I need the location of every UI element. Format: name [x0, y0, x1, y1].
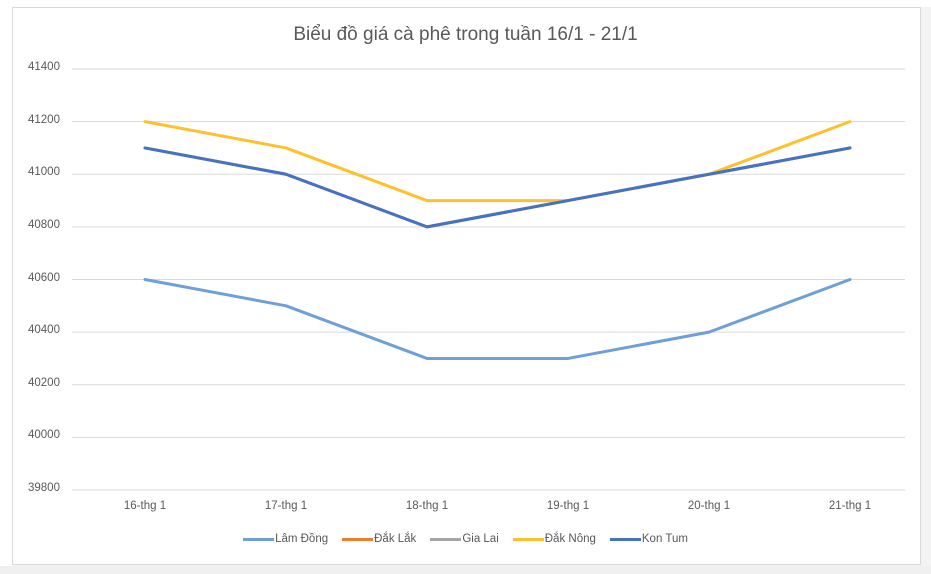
x-tick-label: 17-thg 1 — [264, 500, 308, 512]
legend-item[interactable]: Gia Lai — [430, 533, 499, 545]
legend-label: Đắk Nông — [544, 533, 596, 545]
x-tick-label: 19-thg 1 — [546, 500, 590, 512]
legend-item[interactable]: Đắk Lắk — [342, 533, 416, 545]
y-tick-label: 41200 — [28, 113, 60, 126]
legend-label: Gia Lai — [462, 533, 499, 545]
y-tick-label: 40400 — [28, 324, 60, 337]
legend-swatch-icon — [430, 537, 462, 541]
y-tick-label: 39800 — [28, 482, 60, 494]
legend-item[interactable]: Kon Tum — [609, 533, 688, 545]
legend-label: Đắk Lắk — [374, 533, 417, 545]
series-line[interactable] — [143, 120, 852, 203]
series-line[interactable] — [143, 278, 852, 360]
legend-swatch-icon — [512, 537, 544, 541]
y-tick-label: 41000 — [28, 166, 60, 179]
chart-area[interactable] — [12, 7, 921, 565]
y-tick-label: 40000 — [28, 429, 60, 442]
chart-title: Biểu đồ giá cà phê trong tuần 16/1 - 21/… — [293, 24, 638, 45]
spreadsheet-bottom-strip — [0, 566, 931, 574]
x-tick-label: 21-thg 1 — [828, 500, 872, 512]
legend-swatch-icon — [342, 537, 374, 541]
x-tick-label: 16-thg 1 — [123, 500, 167, 512]
series-line[interactable] — [143, 146, 852, 229]
legend-item[interactable]: Đắk Nông — [512, 533, 596, 545]
legend-label: Lâm Đồng — [275, 533, 329, 545]
spreadsheet-left-gutter — [0, 0, 12, 574]
legend-swatch-icon — [609, 537, 641, 541]
x-tick-label: 20-thg 1 — [687, 500, 731, 512]
y-tick-label: 40800 — [28, 218, 60, 231]
legend-item[interactable]: Lâm Đồng — [243, 533, 328, 545]
y-tick-label: 40600 — [28, 271, 60, 284]
x-tick-label: 18-thg 1 — [405, 500, 449, 512]
spreadsheet-row-area — [0, 0, 931, 7]
y-tick-label: 40200 — [28, 376, 60, 389]
legend-label: Kon Tum — [641, 533, 688, 545]
chart-legend: Lâm Đồng Đắk Lắk Gia Lai Đắk Nông Kon Tum — [0, 533, 931, 545]
legend-swatch-icon — [243, 537, 275, 541]
y-tick-label: 41400 — [28, 61, 60, 73]
